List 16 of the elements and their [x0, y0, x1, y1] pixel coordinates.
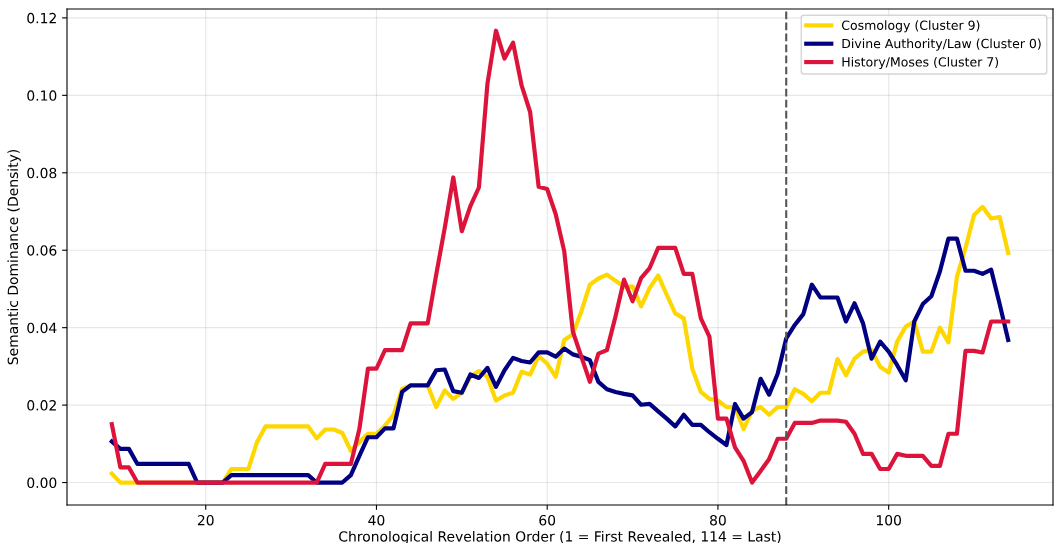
y-tick-label: 0.08: [27, 167, 57, 179]
legend-label: Cosmology (Cluster 9): [841, 20, 980, 33]
x-tick-label: 20: [197, 514, 214, 526]
y-axis-title: Semantic Dominance (Density): [7, 149, 21, 365]
y-tick-label: 0.06: [27, 245, 57, 256]
y-tick-label: 0.00: [27, 477, 57, 489]
x-tick-label: 60: [539, 514, 556, 526]
y-tick-label: 0.02: [27, 400, 56, 411]
legend-label: History/Moses (Cluster 7): [842, 56, 999, 70]
y-tick-label: 0.12: [27, 12, 56, 24]
x-tick-label: 80: [710, 514, 726, 526]
y-tick-label: 0.04: [27, 322, 57, 334]
x-tick-label: 40: [368, 514, 385, 526]
y-tick-label: 0.10: [27, 90, 57, 101]
x-tick-label: 100: [876, 514, 901, 526]
legend-label: Divine Authority/Law (Cluster 0): [842, 38, 1041, 51]
